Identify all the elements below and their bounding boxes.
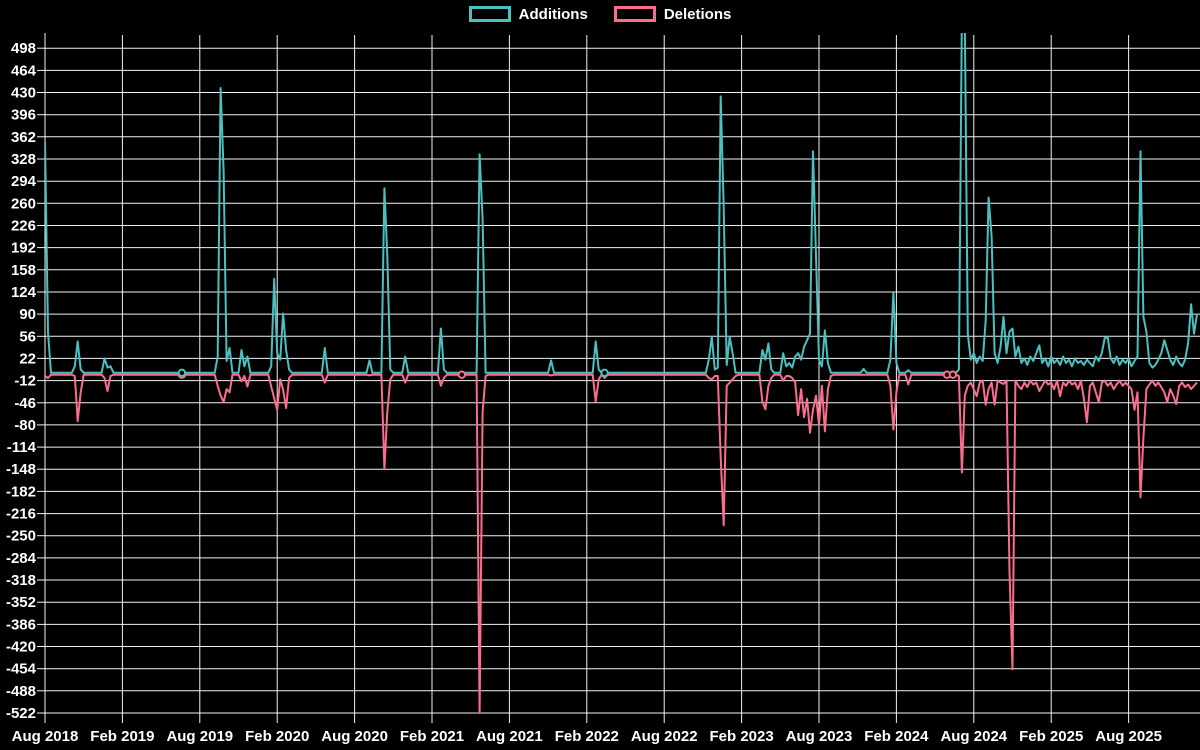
legend-item-additions[interactable]: Additions bbox=[468, 5, 588, 23]
y-axis-label: -488 bbox=[6, 683, 36, 700]
y-axis-label: -386 bbox=[6, 616, 36, 633]
deletions-line bbox=[45, 373, 1198, 714]
x-axis-label: Feb 2021 bbox=[400, 728, 464, 745]
y-axis-label: -216 bbox=[6, 506, 36, 523]
x-axis-label: Aug 2025 bbox=[1095, 728, 1162, 745]
x-axis-label: Aug 2023 bbox=[786, 728, 853, 745]
y-axis-label: 328 bbox=[11, 151, 36, 168]
y-axis-label: -250 bbox=[6, 528, 36, 545]
y-axis-label: -148 bbox=[6, 461, 36, 478]
x-axis-label: Aug 2022 bbox=[631, 728, 698, 745]
x-axis-label: Aug 2021 bbox=[476, 728, 543, 745]
data-point-marker bbox=[600, 368, 609, 377]
y-axis-label: 226 bbox=[11, 218, 36, 235]
y-axis-label: 294 bbox=[11, 173, 37, 190]
y-axis-label: -284 bbox=[6, 550, 37, 567]
additions-line bbox=[45, 33, 1198, 374]
y-axis-label: 430 bbox=[11, 85, 36, 102]
x-axis-label: Feb 2019 bbox=[90, 728, 154, 745]
y-axis-label: 362 bbox=[11, 129, 36, 146]
x-axis-label: Feb 2020 bbox=[245, 728, 309, 745]
y-axis-label: -182 bbox=[6, 483, 36, 500]
data-point-marker bbox=[177, 368, 187, 377]
x-axis-label: Feb 2022 bbox=[555, 728, 619, 745]
y-axis-label: 124 bbox=[11, 284, 37, 301]
y-axis-label: 498 bbox=[11, 40, 36, 57]
y-axis-label: -80 bbox=[14, 417, 36, 434]
y-axis-label: 90 bbox=[19, 306, 36, 323]
x-axis-label: Aug 2018 bbox=[12, 728, 79, 745]
legend-label-additions: Additions bbox=[518, 5, 588, 23]
y-axis-label: 56 bbox=[19, 328, 36, 345]
legend-label-deletions: Deletions bbox=[663, 5, 732, 23]
x-axis-label: Feb 2023 bbox=[709, 728, 773, 745]
chart-legend: Additions Deletions bbox=[0, 6, 1200, 22]
y-axis-label: 464 bbox=[11, 62, 37, 79]
legend-item-deletions[interactable]: Deletions bbox=[613, 5, 732, 23]
y-axis-label: -522 bbox=[6, 705, 36, 722]
y-axis-label: 22 bbox=[19, 350, 36, 367]
y-axis-label: 396 bbox=[11, 107, 36, 124]
y-axis-label: -454 bbox=[6, 661, 37, 678]
y-axis-label: 260 bbox=[11, 195, 36, 212]
deletions-swatch-icon bbox=[613, 6, 656, 22]
x-axis-label: Feb 2024 bbox=[864, 728, 929, 745]
y-axis-label: -420 bbox=[6, 639, 36, 656]
x-axis-label: Aug 2019 bbox=[166, 728, 233, 745]
data-point-marker bbox=[457, 370, 466, 379]
x-axis-label: Aug 2024 bbox=[940, 728, 1007, 745]
x-axis-label: Aug 2020 bbox=[321, 728, 388, 745]
y-axis-label: 192 bbox=[11, 240, 36, 257]
y-axis-label: -352 bbox=[6, 594, 36, 611]
additions-swatch-icon bbox=[468, 6, 511, 22]
y-axis-label: -12 bbox=[14, 373, 36, 390]
x-axis-label: Feb 2025 bbox=[1019, 728, 1083, 745]
y-axis-label: -46 bbox=[14, 395, 36, 412]
y-axis-label: -114 bbox=[7, 439, 37, 456]
y-axis-label: -318 bbox=[6, 572, 36, 589]
data-point-marker bbox=[948, 370, 958, 379]
y-axis-label: 158 bbox=[11, 262, 36, 279]
